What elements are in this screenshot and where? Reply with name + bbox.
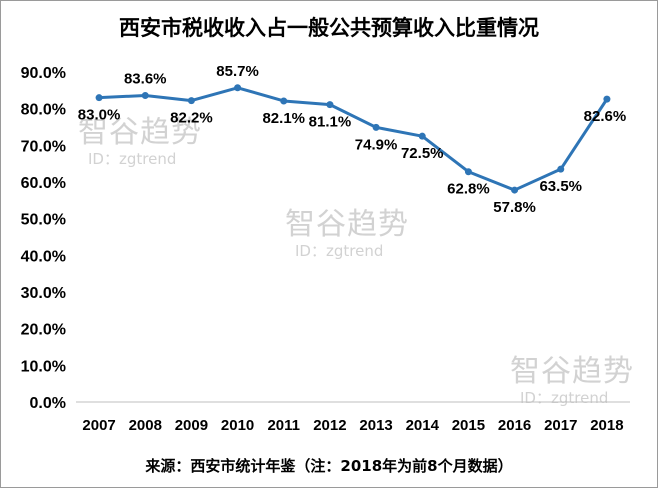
data-label: 82.1% bbox=[262, 110, 305, 127]
data-label: 83.6% bbox=[124, 70, 167, 87]
x-tick-label: 2012 bbox=[313, 417, 346, 434]
data-label: 63.5% bbox=[539, 178, 582, 195]
y-tick-label: 70.0% bbox=[21, 138, 66, 155]
data-label: 81.1% bbox=[309, 114, 352, 131]
data-label: 82.2% bbox=[170, 110, 213, 127]
data-point bbox=[557, 165, 565, 173]
data-point bbox=[418, 132, 426, 140]
x-tick-label: 2018 bbox=[590, 417, 623, 434]
y-tick-label: 60.0% bbox=[21, 175, 66, 192]
x-tick-label: 2015 bbox=[452, 417, 485, 434]
data-point bbox=[464, 168, 472, 176]
data-point bbox=[234, 84, 242, 92]
y-tick-label: 40.0% bbox=[21, 248, 66, 265]
y-tick-label: 90.0% bbox=[21, 65, 66, 82]
data-point bbox=[141, 91, 149, 99]
data-point bbox=[95, 94, 103, 102]
watermark-brand: 智谷趋势 bbox=[78, 115, 202, 150]
data-point bbox=[511, 186, 519, 194]
chart-title: 西安市税收收入占一般公共预算收入比重情况 bbox=[119, 16, 539, 40]
data-label: 85.7% bbox=[216, 63, 259, 80]
x-tick-label: 2007 bbox=[82, 417, 115, 434]
series-line bbox=[99, 86, 609, 192]
data-point bbox=[603, 95, 611, 103]
watermark-id: ID：zgtrend bbox=[88, 150, 177, 168]
y-tick-label: 80.0% bbox=[21, 102, 66, 119]
data-label: 82.6% bbox=[584, 108, 627, 125]
data-label: 57.8% bbox=[493, 199, 536, 216]
source-note: 来源：西安市统计年鉴（注：2018年为前8个月数据） bbox=[145, 457, 513, 475]
x-tick-label: 2010 bbox=[221, 417, 254, 434]
x-tick-label: 2014 bbox=[406, 417, 440, 434]
data-point bbox=[372, 123, 380, 131]
y-tick-label: 0.0% bbox=[30, 395, 66, 412]
x-tick-label: 2009 bbox=[175, 417, 208, 434]
watermark: 智谷趋势 ID：zgtrend bbox=[285, 210, 409, 259]
data-label: 72.5% bbox=[401, 145, 444, 162]
data-label: 74.9% bbox=[355, 136, 398, 153]
x-tick-label: 2008 bbox=[129, 417, 162, 434]
x-tick-label: 2011 bbox=[267, 417, 300, 434]
watermark-id: ID：zgtrend bbox=[295, 242, 384, 260]
y-tick-label: 50.0% bbox=[21, 212, 66, 229]
y-tick-label: 30.0% bbox=[21, 285, 66, 302]
x-tick-label: 2017 bbox=[544, 417, 577, 434]
data-point bbox=[280, 97, 288, 105]
y-tick-label: 10.0% bbox=[21, 358, 66, 375]
watermark-brand: 智谷趋势 bbox=[285, 207, 409, 242]
watermark: 智谷趋势 ID：zgtrend bbox=[78, 118, 202, 167]
watermark-brand: 智谷趋势 bbox=[510, 354, 634, 389]
x-tick-label: 2013 bbox=[359, 417, 392, 434]
y-tick-label: 20.0% bbox=[21, 322, 66, 339]
data-label: 83.0% bbox=[78, 107, 121, 124]
data-point bbox=[187, 97, 195, 105]
x-tick-label: 2016 bbox=[498, 417, 531, 434]
data-point bbox=[326, 101, 334, 109]
data-label: 62.8% bbox=[447, 181, 490, 198]
